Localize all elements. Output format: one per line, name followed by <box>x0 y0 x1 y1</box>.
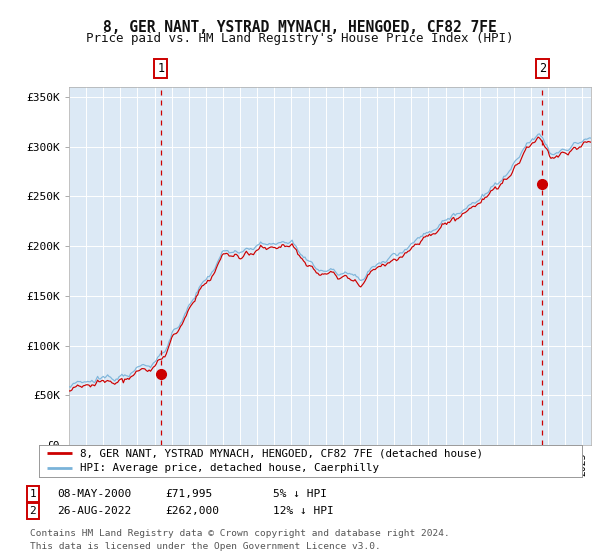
Text: £71,995: £71,995 <box>165 489 212 499</box>
Text: 2: 2 <box>29 506 37 516</box>
Text: 12% ↓ HPI: 12% ↓ HPI <box>273 506 334 516</box>
Text: 2: 2 <box>539 62 546 76</box>
Text: Contains HM Land Registry data © Crown copyright and database right 2024.: Contains HM Land Registry data © Crown c… <box>30 529 450 538</box>
Text: Price paid vs. HM Land Registry's House Price Index (HPI): Price paid vs. HM Land Registry's House … <box>86 32 514 45</box>
Text: 5% ↓ HPI: 5% ↓ HPI <box>273 489 327 499</box>
Text: HPI: Average price, detached house, Caerphilly: HPI: Average price, detached house, Caer… <box>80 463 379 473</box>
Text: 26-AUG-2022: 26-AUG-2022 <box>57 506 131 516</box>
Text: This data is licensed under the Open Government Licence v3.0.: This data is licensed under the Open Gov… <box>30 542 381 550</box>
Text: 8, GER NANT, YSTRAD MYNACH, HENGOED, CF82 7FE: 8, GER NANT, YSTRAD MYNACH, HENGOED, CF8… <box>103 20 497 35</box>
Text: 8, GER NANT, YSTRAD MYNACH, HENGOED, CF82 7FE (detached house): 8, GER NANT, YSTRAD MYNACH, HENGOED, CF8… <box>80 449 483 459</box>
Text: 1: 1 <box>157 62 164 76</box>
Text: £262,000: £262,000 <box>165 506 219 516</box>
Text: 1: 1 <box>29 489 37 499</box>
Text: 08-MAY-2000: 08-MAY-2000 <box>57 489 131 499</box>
